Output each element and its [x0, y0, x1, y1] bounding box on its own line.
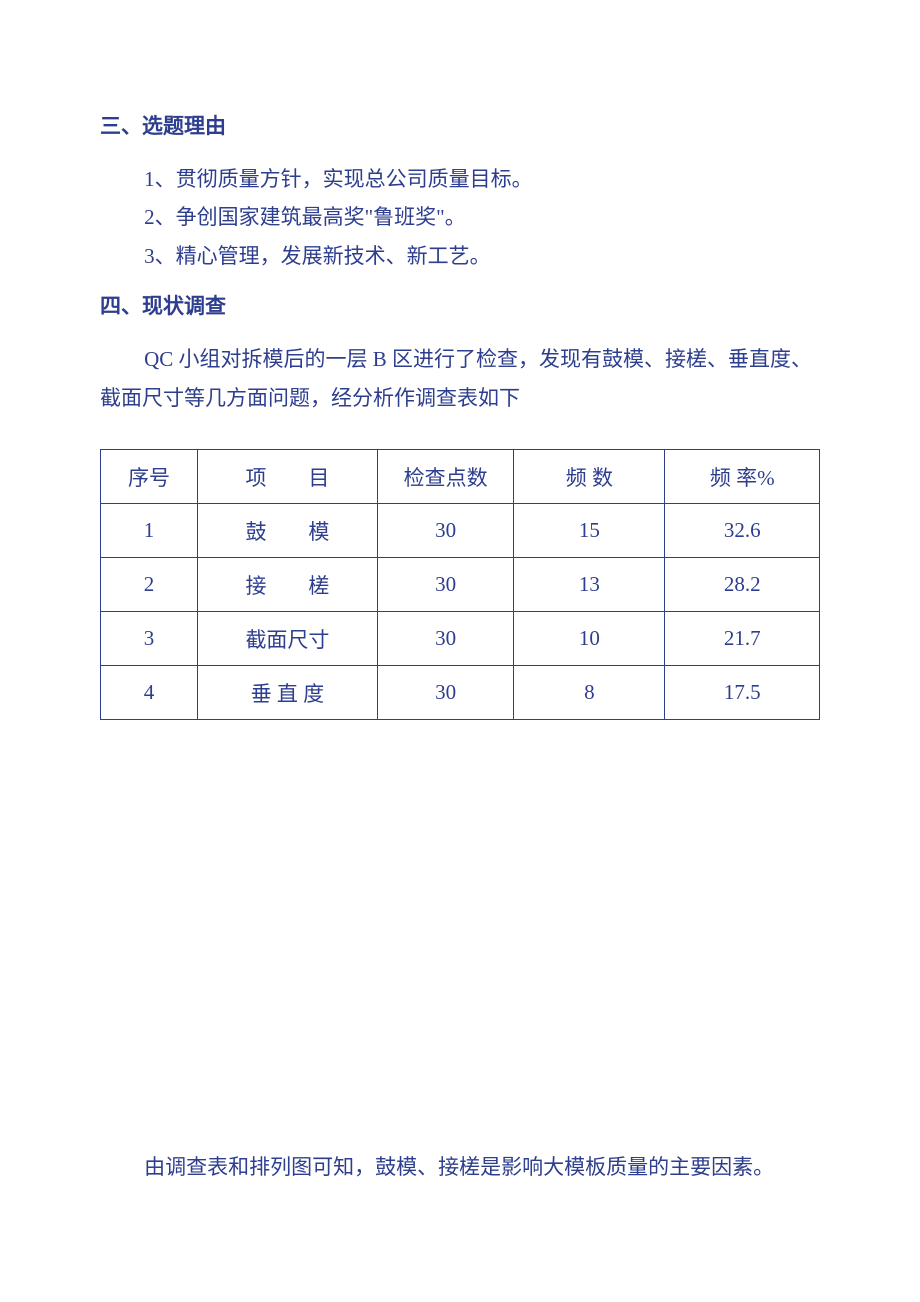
cell-num: 4: [101, 666, 198, 720]
section3-item-2: 2、争创国家建筑最高奖"鲁班奖"。: [100, 198, 820, 237]
conclusion-paragraph: 由调查表和排列图可知，鼓模、接槎是影响大模板质量的主要因素。: [100, 1148, 820, 1187]
section3-heading: 三、选题理由: [100, 110, 820, 144]
cell-num: 3: [101, 612, 198, 666]
cell-num: 1: [101, 504, 198, 558]
cell-freq: 10: [514, 612, 665, 666]
cell-freq: 15: [514, 504, 665, 558]
survey-table: 序号 项 目 检查点数 频 数 频 率% 1 鼓 模 30 15 32.6 2 …: [100, 449, 820, 720]
table-header-rate: 频 率%: [665, 450, 820, 504]
table-header-freq: 频 数: [514, 450, 665, 504]
table-row: 4 垂 直 度 30 8 17.5: [101, 666, 820, 720]
table-row: 2 接 槎 30 13 28.2: [101, 558, 820, 612]
table-header-points: 检查点数: [377, 450, 514, 504]
cell-item: 垂 直 度: [198, 666, 378, 720]
table-header-num: 序号: [101, 450, 198, 504]
cell-points: 30: [377, 504, 514, 558]
section4-heading: 四、现状调查: [100, 290, 820, 324]
cell-points: 30: [377, 558, 514, 612]
cell-rate: 32.6: [665, 504, 820, 558]
section3-item-1: 1、贯彻质量方针，实现总公司质量目标。: [100, 160, 820, 199]
section3-item-3: 3、精心管理，发展新技术、新工艺。: [100, 237, 820, 276]
table-header-row: 序号 项 目 检查点数 频 数 频 率%: [101, 450, 820, 504]
table-row: 3 截面尺寸 30 10 21.7: [101, 612, 820, 666]
cell-item: 鼓 模: [198, 504, 378, 558]
section4-paragraph: QC 小组对拆模后的一层 B 区进行了检查，发现有鼓模、接槎、垂直度、截面尺寸等…: [100, 340, 820, 418]
cell-freq: 8: [514, 666, 665, 720]
cell-item: 接 槎: [198, 558, 378, 612]
cell-points: 30: [377, 612, 514, 666]
cell-rate: 28.2: [665, 558, 820, 612]
cell-freq: 13: [514, 558, 665, 612]
cell-num: 2: [101, 558, 198, 612]
cell-item: 截面尺寸: [198, 612, 378, 666]
table-row: 1 鼓 模 30 15 32.6: [101, 504, 820, 558]
table-header-item: 项 目: [198, 450, 378, 504]
cell-points: 30: [377, 666, 514, 720]
cell-rate: 21.7: [665, 612, 820, 666]
cell-rate: 17.5: [665, 666, 820, 720]
